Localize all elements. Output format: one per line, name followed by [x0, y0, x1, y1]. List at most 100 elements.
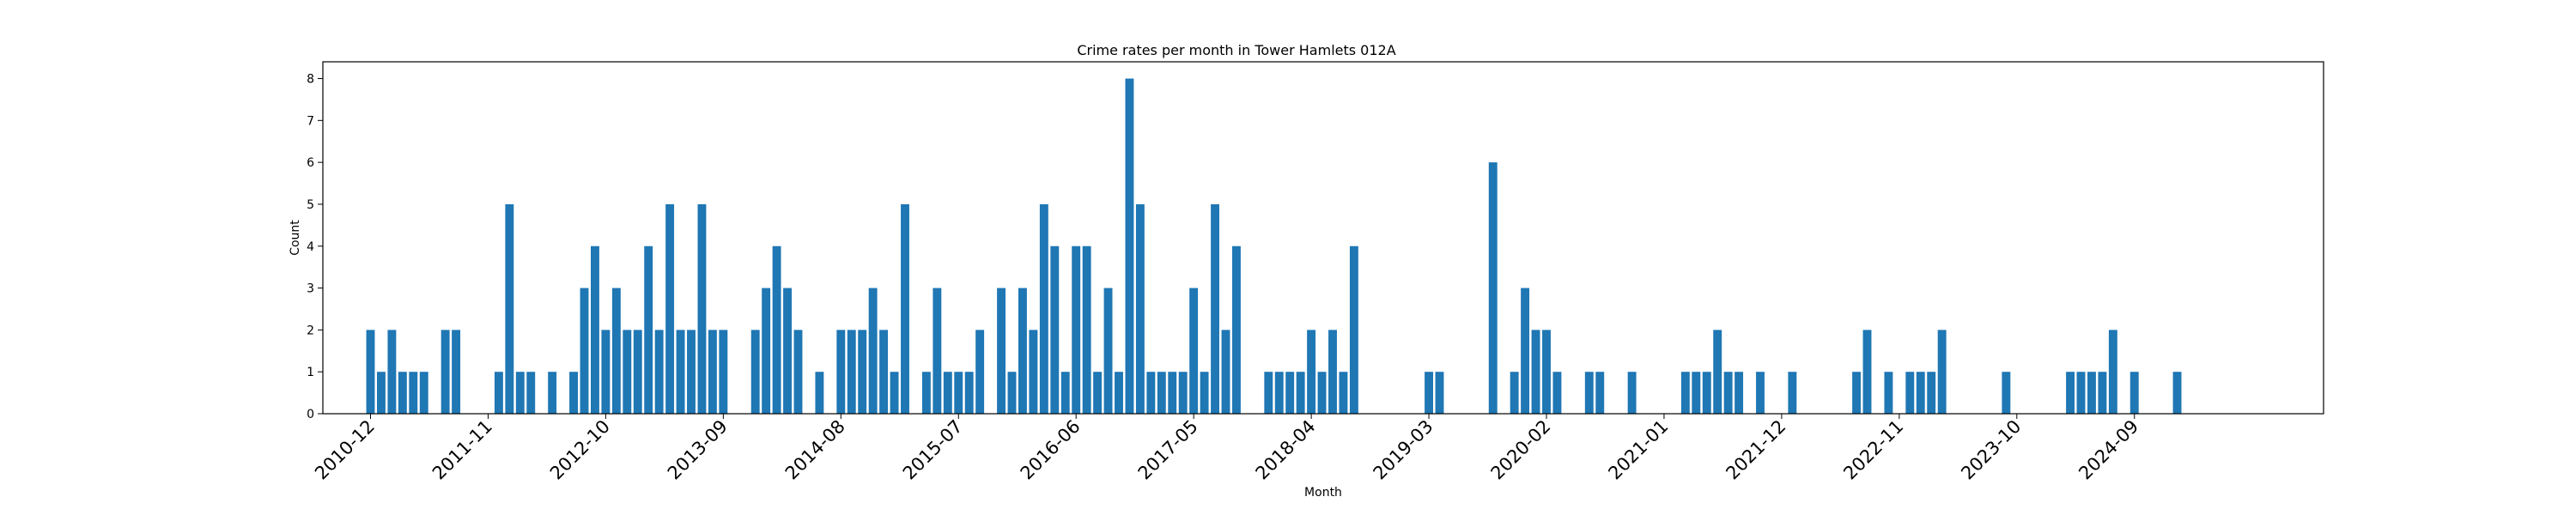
bar-2016-02 [1029, 330, 1038, 414]
bar-2012-11 [611, 288, 621, 414]
bar-2012-05 [548, 372, 557, 414]
bar-2019-04 [1435, 372, 1444, 414]
bar-2016-09 [1103, 288, 1113, 414]
bar-2016-04 [1050, 245, 1060, 414]
bar-2023-09 [2002, 372, 2011, 414]
bar-2017-06 [1200, 372, 1209, 414]
bar-2015-06 [943, 372, 952, 414]
bar-2021-08 [1735, 372, 1744, 414]
bar-2016-08 [1093, 372, 1103, 414]
bar-2021-07 [1723, 372, 1733, 414]
bar-2013-05 [676, 330, 685, 414]
bar-2020-03 [1552, 372, 1562, 414]
bar-2013-09 [719, 330, 728, 414]
bar-2012-12 [623, 330, 632, 414]
bar-2012-07 [569, 372, 578, 414]
bar-2018-01 [1274, 372, 1284, 414]
bar-2011-02 [387, 330, 397, 414]
y-tick-label: 3 [307, 282, 314, 296]
bar-2019-03 [1425, 372, 1433, 414]
bar-2024-05 [2087, 372, 2096, 414]
bar-2011-08 [452, 330, 461, 414]
bar-2020-02 [1542, 330, 1551, 414]
bar-2019-09 [1488, 162, 1498, 414]
bar-2022-08 [1862, 330, 1872, 414]
bar-2014-10 [858, 330, 867, 414]
bar-2017-08 [1221, 330, 1230, 414]
chart-title: Crime rates per month in Tower Hamlets 0… [1077, 42, 1395, 58]
bar-2011-03 [398, 372, 407, 414]
bar-2020-07 [1595, 372, 1605, 414]
bar-2016-07 [1082, 245, 1091, 414]
bar-2014-06 [815, 372, 824, 414]
bar-2012-03 [526, 372, 536, 414]
bar-2015-05 [933, 288, 942, 414]
bar-2022-10 [1884, 372, 1893, 414]
bar-2014-11 [868, 288, 878, 414]
bar-2021-04 [1692, 372, 1701, 414]
bar-2017-02 [1157, 372, 1166, 414]
bar-2015-07 [954, 372, 963, 414]
bar-2015-01 [890, 372, 899, 414]
bar-2010-12 [366, 330, 375, 414]
y-tick-label: 4 [307, 240, 314, 254]
bar-2013-02 [644, 245, 653, 414]
bar-2021-03 [1680, 372, 1690, 414]
bar-2018-07 [1339, 372, 1348, 414]
bar-2015-04 [921, 372, 931, 414]
x-axis-label: Month [1304, 486, 1342, 500]
bar-2013-07 [697, 203, 707, 414]
bar-2014-09 [847, 330, 856, 414]
bar-2013-04 [665, 203, 675, 414]
bar-2012-09 [591, 245, 599, 414]
bar-2019-11 [1510, 372, 1519, 414]
bar-2012-01 [505, 203, 514, 414]
bar-2017-03 [1168, 372, 1177, 414]
bar-2016-06 [1072, 245, 1081, 414]
bar-2017-09 [1232, 245, 1241, 414]
bar-2013-01 [633, 330, 642, 414]
bar-2011-04 [409, 372, 418, 414]
bar-2024-03 [2066, 372, 2075, 414]
y-axis-label: Count [289, 220, 302, 256]
bar-2023-03 [1937, 330, 1947, 414]
bar-2025-01 [2172, 372, 2182, 414]
bar-2022-07 [1852, 372, 1861, 414]
bar-2020-01 [1531, 330, 1540, 414]
bar-2011-07 [440, 330, 450, 414]
bar-2018-02 [1285, 372, 1295, 414]
bar-2016-01 [1018, 288, 1027, 414]
bar-2024-09 [2129, 372, 2139, 414]
bar-2017-07 [1211, 203, 1219, 414]
bar-2024-04 [2076, 372, 2086, 414]
bar-2015-12 [1007, 372, 1017, 414]
bar-2013-06 [687, 330, 696, 414]
bar-2017-12 [1264, 372, 1273, 414]
bar-2018-05 [1317, 372, 1327, 414]
bar-2018-08 [1349, 245, 1358, 414]
bar-2020-06 [1584, 372, 1594, 414]
bar-2023-01 [1916, 372, 1925, 414]
bar-2012-08 [580, 288, 589, 414]
bar-2015-09 [975, 330, 985, 414]
bar-2017-05 [1189, 288, 1199, 414]
bar-2014-08 [836, 330, 846, 414]
y-tick-label: 5 [307, 198, 314, 212]
bar-2011-01 [377, 372, 386, 414]
bar-2015-02 [901, 203, 909, 414]
bar-2013-12 [750, 330, 760, 414]
bar-2013-08 [708, 330, 717, 414]
bar-2014-01 [762, 288, 771, 414]
bar-2015-11 [997, 288, 1005, 414]
bar-2016-11 [1125, 78, 1134, 415]
bar-2017-01 [1146, 372, 1156, 414]
bar-2016-05 [1060, 372, 1070, 414]
y-tick-label: 6 [307, 156, 314, 170]
y-tick-label: 2 [307, 324, 314, 337]
bar-2016-10 [1115, 372, 1123, 414]
plot-frame [322, 61, 2324, 415]
bar-2012-02 [515, 372, 525, 414]
bar-2024-07 [2108, 330, 2117, 414]
